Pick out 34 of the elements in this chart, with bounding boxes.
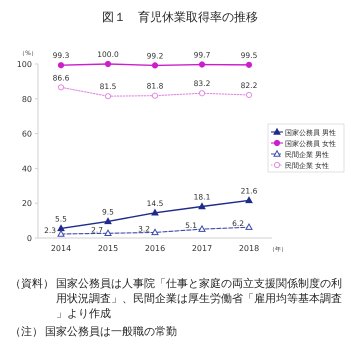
point: [104, 60, 112, 68]
y-tick-label: 0: [26, 234, 32, 243]
point: [104, 218, 112, 224]
point: [104, 93, 112, 100]
y-tick-label: 100: [16, 60, 32, 69]
point: [198, 202, 206, 210]
point: [198, 90, 206, 96]
point: [246, 196, 252, 204]
point: [58, 230, 64, 237]
point: [152, 62, 158, 68]
chart-title: 図１ 育児休業取得率の推移: [102, 10, 258, 24]
point: [198, 225, 206, 232]
y-tick-label: 40: [22, 164, 32, 174]
x-tick-label: 2017: [192, 244, 212, 253]
x-tick-label: 2018: [238, 244, 260, 253]
point: [58, 84, 64, 90]
text: （資料）国家公務員は人事院「仕事と家庭の両立支援関係制度の利用状況調査」、民間企業は厚生労働省「雇用均等基本調査」より作成: [10, 277, 342, 320]
point: [246, 62, 252, 68]
point: [152, 209, 158, 216]
point: [246, 92, 252, 98]
point: [246, 224, 252, 230]
point: [198, 61, 206, 68]
y-tick-label: 20: [22, 199, 32, 208]
y-tick-label: 80: [22, 94, 32, 104]
point: [58, 62, 64, 68]
point: [152, 92, 158, 99]
text: （注）国家公務員は一般職の常勤: [10, 325, 177, 338]
point: [104, 230, 112, 236]
x-tick-label: 2015: [98, 244, 118, 253]
x-tick-label: 2014: [50, 244, 72, 253]
point: [152, 228, 158, 236]
point: [58, 224, 64, 232]
x-tick-label: 2016: [144, 244, 166, 253]
y-tick-label: 60: [22, 130, 32, 139]
